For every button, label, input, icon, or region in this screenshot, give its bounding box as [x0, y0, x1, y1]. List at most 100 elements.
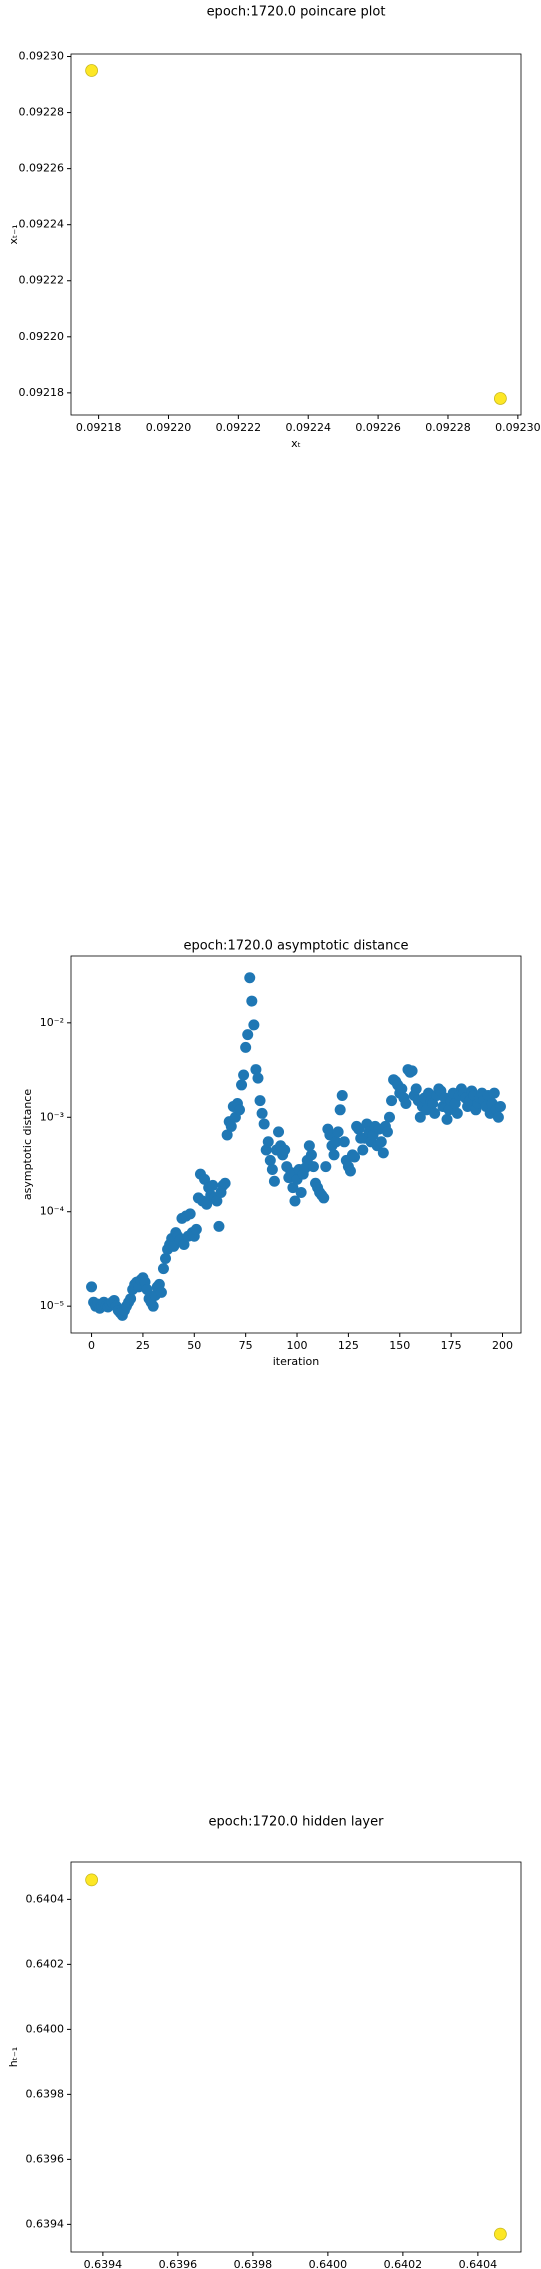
y-tick-label: 0.09230: [19, 50, 65, 63]
point: [377, 1147, 389, 1159]
point: [236, 1079, 248, 1091]
point: [244, 972, 256, 984]
x-tick-label: 0: [88, 1339, 95, 1352]
point: [493, 392, 507, 405]
y-tick-label: 0.09222: [19, 274, 65, 287]
x-tick-label: 25: [136, 1339, 150, 1352]
point: [328, 1149, 340, 1161]
point: [184, 1208, 196, 1220]
y-tick-label: 0.6404: [26, 1892, 65, 1905]
point: [386, 1095, 398, 1107]
y-tick-label: 0.09228: [19, 106, 65, 119]
x-tick-label: 0.09230: [495, 421, 541, 434]
point: [303, 1140, 315, 1152]
point: [147, 1300, 159, 1312]
point: [338, 1136, 350, 1148]
point: [273, 1126, 285, 1138]
x-tick-label: 0.09228: [425, 421, 471, 434]
point: [289, 1195, 301, 1207]
x-axis-label: xₜ: [291, 437, 301, 450]
point: [262, 1136, 274, 1148]
x-tick-label: 0.6400: [309, 2258, 348, 2269]
point: [157, 1263, 169, 1275]
y-tick-label: 10⁻⁴: [40, 1205, 65, 1218]
point: [287, 1182, 299, 1194]
x-axis-label: iteration: [273, 1355, 319, 1368]
point: [344, 1165, 356, 1177]
point: [207, 1179, 219, 1191]
point: [246, 995, 258, 1007]
point: [318, 1192, 330, 1204]
x-tick-label: 0.09226: [355, 421, 401, 434]
y-axis-label: xₜ₋₁: [7, 225, 20, 245]
point: [233, 1104, 245, 1116]
y-axis-label: asymptotic distance: [21, 1089, 34, 1200]
x-tick-label: 0.09220: [146, 421, 192, 434]
point: [488, 1087, 500, 1099]
x-tick-label: 0.09218: [76, 421, 122, 434]
point: [357, 1144, 369, 1156]
point: [199, 1173, 211, 1185]
y-tick-label: 0.6402: [26, 1957, 65, 1970]
point: [155, 1286, 167, 1298]
point: [240, 1041, 252, 1053]
point: [201, 1198, 213, 1210]
point: [451, 1107, 463, 1119]
y-tick-label: 10⁻⁵: [40, 1299, 64, 1312]
point: [213, 1220, 225, 1232]
point: [254, 1095, 266, 1107]
point: [493, 2227, 507, 2241]
point: [400, 1097, 412, 1109]
point: [225, 1120, 237, 1132]
point: [258, 1118, 270, 1130]
y-tick-label: 0.6400: [26, 2022, 65, 2035]
x-tick-label: 100: [287, 1339, 308, 1352]
point: [406, 1065, 418, 1077]
point: [383, 1111, 395, 1123]
x-tick-label: 0.6394: [84, 2258, 123, 2269]
point: [85, 64, 99, 77]
point: [305, 1149, 317, 1161]
point: [266, 1163, 278, 1175]
x-tick-label: 50: [187, 1339, 201, 1352]
chart-title: epoch:1720.0 poincare plot: [207, 5, 386, 20]
plot-frame: [70, 955, 522, 1334]
x-tick-label: 0.6398: [234, 2258, 273, 2269]
point: [396, 1083, 408, 1095]
y-tick-label: 0.6396: [26, 2152, 65, 2165]
point: [410, 1083, 422, 1095]
y-tick-label: 0.09220: [19, 330, 65, 343]
point: [248, 1019, 260, 1031]
plot-frame: [70, 53, 522, 416]
x-tick-label: 125: [338, 1339, 359, 1352]
point: [86, 1281, 98, 1293]
point: [141, 1284, 153, 1296]
point: [492, 1111, 504, 1123]
point: [279, 1144, 291, 1156]
point: [190, 1223, 202, 1235]
point: [264, 1154, 276, 1166]
point: [178, 1238, 190, 1250]
point: [260, 1144, 272, 1156]
y-tick-label: 0.6394: [26, 2217, 65, 2230]
point: [336, 1090, 348, 1102]
point: [320, 1161, 332, 1173]
point: [349, 1151, 361, 1163]
point: [252, 1072, 264, 1084]
point: [295, 1186, 307, 1198]
point: [125, 1293, 137, 1305]
x-tick-label: 0.6404: [459, 2258, 498, 2269]
y-axis-label: hₜ₋₁: [7, 2047, 20, 2067]
point: [221, 1129, 233, 1141]
x-tick-label: 175: [441, 1339, 462, 1352]
y-tick-label: 10⁻³: [40, 1110, 64, 1123]
point: [256, 1107, 268, 1119]
point: [334, 1104, 346, 1116]
y-tick-label: 0.09224: [19, 218, 65, 231]
point: [332, 1126, 344, 1138]
x-tick-label: 0.6402: [384, 2258, 423, 2269]
point: [307, 1161, 319, 1173]
point: [242, 1029, 254, 1041]
point: [330, 1136, 342, 1148]
